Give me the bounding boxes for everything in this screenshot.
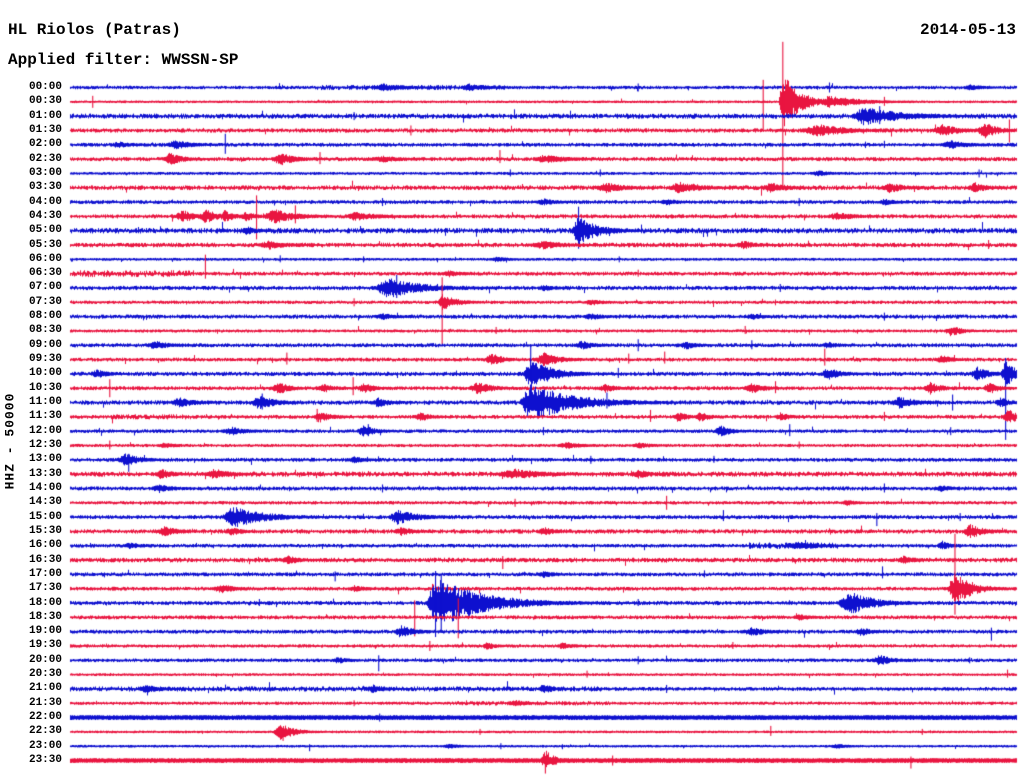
time-label: 19:00	[28, 625, 62, 638]
time-label: 22:30	[28, 725, 62, 738]
time-label: 16:30	[28, 553, 62, 566]
time-label: 23:30	[28, 754, 62, 767]
time-label: 03:00	[28, 166, 62, 179]
time-label: 18:00	[28, 596, 62, 609]
time-label: 03:30	[28, 181, 62, 194]
time-label: 12:00	[28, 424, 62, 437]
time-label: 14:00	[28, 481, 62, 494]
time-label: 16:00	[28, 539, 62, 552]
time-label: 06:30	[28, 267, 62, 280]
time-label: 00:30	[28, 95, 62, 108]
time-label: 08:30	[28, 324, 62, 337]
time-label: 02:30	[28, 152, 62, 165]
time-label: 00:00	[28, 81, 62, 93]
time-label: 21:00	[28, 682, 62, 695]
time-label: 14:30	[28, 496, 62, 509]
time-label: 05:00	[28, 224, 62, 237]
time-label: 05:30	[28, 238, 62, 251]
time-label: 23:00	[28, 739, 62, 752]
time-label: 01:30	[28, 123, 62, 136]
time-label: 07:30	[28, 295, 62, 308]
time-label: 02:00	[28, 138, 62, 151]
time-label: 17:00	[28, 567, 62, 580]
time-label: 22:00	[28, 711, 62, 724]
time-label: 15:30	[28, 524, 62, 537]
time-label: 04:30	[28, 209, 62, 222]
time-label: 04:00	[28, 195, 62, 208]
time-label: 11:00	[28, 396, 62, 409]
time-label: 15:00	[28, 510, 62, 523]
time-label: 11:30	[28, 410, 62, 423]
time-label: 13:00	[28, 453, 62, 466]
time-label: 01:00	[28, 109, 62, 122]
time-label: 12:30	[28, 439, 62, 451]
time-label: 07:00	[28, 281, 62, 294]
time-label: 20:30	[28, 668, 62, 681]
time-label: 13:30	[28, 467, 62, 480]
time-label: 06:00	[28, 252, 62, 265]
time-label: 10:00	[28, 367, 62, 380]
time-label: 19:30	[28, 639, 62, 652]
time-label: 09:30	[28, 353, 62, 366]
time-label: 08:00	[28, 310, 62, 323]
time-label: 10:30	[28, 381, 62, 394]
time-label: 17:30	[28, 582, 62, 595]
time-label: 18:30	[28, 610, 62, 623]
time-label: 09:00	[28, 338, 62, 351]
time-label: 20:00	[28, 653, 62, 666]
time-label: 21:30	[28, 696, 62, 709]
